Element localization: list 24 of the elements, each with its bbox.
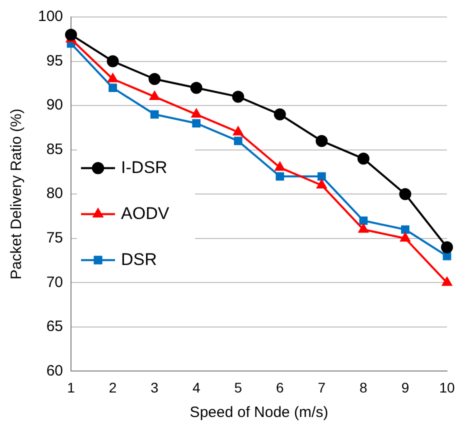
y-tick-label: 100 xyxy=(38,8,64,26)
x-tick-label: 10 xyxy=(439,379,455,396)
y-tick-label: 80 xyxy=(46,185,64,202)
x-tick-label: 1 xyxy=(67,379,76,396)
y-tick-label: 90 xyxy=(46,96,64,114)
x-tick-label: 8 xyxy=(360,379,368,396)
legend-label: DSR xyxy=(121,250,157,269)
y-tick-label: 60 xyxy=(46,362,64,380)
y-tick-label: 85 xyxy=(46,140,64,158)
y-tick-label: 95 xyxy=(46,52,64,70)
x-tick-label: 6 xyxy=(276,379,284,396)
x-axis-title: Speed of Node (m/s) xyxy=(190,404,328,422)
x-tick-label: 2 xyxy=(108,379,117,396)
x-tick-label: 5 xyxy=(234,379,242,396)
legend-label: AODV xyxy=(121,204,170,223)
x-tick-label: 7 xyxy=(318,379,326,396)
y-tick-label: 75 xyxy=(46,230,64,247)
y-axis-title: Packet Delivery Ratio (%) xyxy=(8,108,26,280)
x-tick-label: 9 xyxy=(401,379,410,396)
legend-label: I-DSR xyxy=(121,158,168,177)
y-tick-label: 70 xyxy=(46,274,64,291)
x-tick-label: 4 xyxy=(192,379,200,396)
x-tick-label: 3 xyxy=(150,379,159,396)
y-tick-label: 65 xyxy=(46,318,64,336)
